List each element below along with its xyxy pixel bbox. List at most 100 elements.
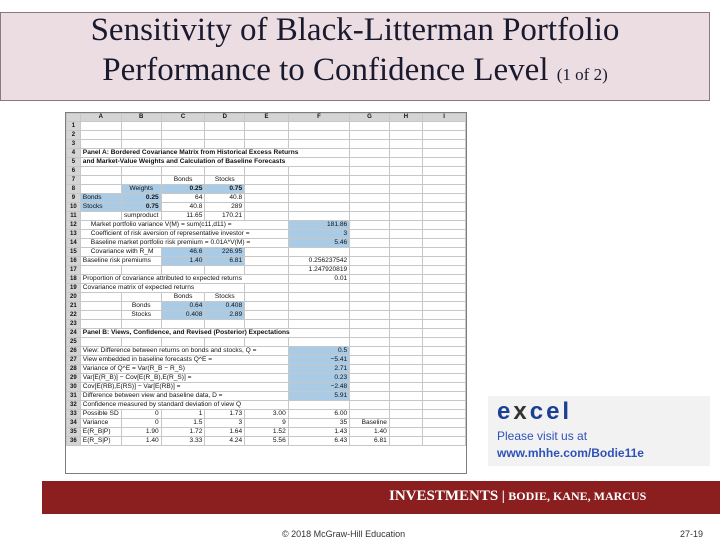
slide-title-main: Performance to Confidence Level [102,52,549,88]
row-number: 25 [66,337,81,347]
cell: 5.46 [287,238,351,248]
table-row: 32 Confidence measured by standard deviat… [66,400,466,410]
spreadsheet-grid: A B C D E F G H I 1 2 3 4 Panel A: Border… [66,113,466,446]
table-row: 23 [66,319,466,329]
cell: Covariance matrix of expected returns [79,283,246,293]
row-number: 35 [66,427,81,437]
cell: 5.91 [287,391,351,401]
row-number: 22 [66,310,81,320]
table-row: 21 Bonds 0.64 0.408 [66,301,466,311]
cell: Baseline [349,418,390,428]
cell: Bonds [160,292,206,302]
table-row: 34 Variance 0 1.5 3 9 35 Baseline [66,418,466,428]
cell: 3.33 [160,436,206,446]
table-row: 22 Stocks 0.408 2.89 [66,310,466,320]
cell: 64 [160,193,206,203]
row-number: 24 [66,328,81,338]
excel-url-link[interactable]: www.mhhe.com/Bodie11e [497,446,644,460]
table-row: 15 Covariance with R_M 46.6 226.95 [66,247,466,257]
row-number: 20 [66,292,81,302]
column-header-row: A B C D E F G H I [66,113,466,122]
column-header: B [120,113,162,122]
table-row: 20 Bonds Stocks [66,292,466,302]
table-row: 19 Covariance matrix of expected returns [66,283,466,293]
cell: Cov[E(RB),E(RS)] − Var[E(RB)] = [79,382,289,392]
column-header: E [244,113,289,122]
cell: 1.43 [287,427,351,437]
slide-title-part: (1 of 2) [556,65,608,84]
cell: 4.24 [204,436,246,446]
column-header: H [388,113,424,122]
row-number: 3 [66,139,81,149]
cell: View embedded in baseline forecasts Q^E … [79,355,289,365]
footer-separator: | [498,489,509,504]
cell: 6.00 [287,409,351,419]
cell: View: Difference between returns on bond… [79,346,289,356]
table-row: 30 Cov[E(RB),E(RS)] − Var[E(RB)] = −2.48 [66,382,466,392]
cell: −5.41 [287,355,351,365]
table-row: 29 Var[E(R_B)] − Cov[E(R_B),E(R_S)] = 0.23 [66,373,466,383]
cell: 0 [120,409,162,419]
cell: 1.5 [160,418,206,428]
cell: 1.52 [244,427,289,437]
table-row: 3 [66,139,466,149]
row-number: 23 [66,319,81,329]
cell: Market portfolio variance V(M) = sum(c11… [79,220,289,230]
column-header: C [160,113,206,122]
section-heading: Panel A: Bordered Covariance Matrix from… [79,148,351,158]
cell: 0.01 [287,274,351,284]
cell: 1.64 [204,427,246,437]
row-number: 26 [66,346,81,356]
table-row: 6 [66,166,466,176]
cell: Stocks [204,175,246,185]
table-row: 33 Possible SD 0 1 1.73 3.00 6.00 [66,409,466,419]
table-row: 7 Bonds Stocks [66,175,466,185]
row-number: 5 [66,157,81,167]
row-number: 36 [66,436,81,446]
excel-logo-x: x [513,398,530,425]
footer-text: INVESTMENTS | BODIE, KANE, MARCUS [389,488,646,505]
table-row: 5 and Market-Value Weights and Calculatio… [66,157,466,167]
table-row: 8 Weights 0.25 0.75 [66,184,466,194]
cell: 0.408 [160,310,206,320]
row-number: 27 [66,355,81,365]
table-row: 26 View: Difference between returns on bo… [66,346,466,356]
cell: Difference between view and baseline dat… [79,391,289,401]
row-number: 17 [66,265,81,275]
table-row: 25 [66,337,466,347]
cell: E(R_B|P) [79,427,122,437]
cell: Coefficient of risk aversion of represen… [79,229,289,239]
cell: Variance of Q^E = Var(R_B − R_S) [79,364,289,374]
cell: 35 [287,418,351,428]
cell: 1.90 [120,427,162,437]
table-row: 2 [66,130,466,140]
cell: 0.25 [120,193,162,203]
row-number: 29 [66,373,81,383]
cell: 5.56 [244,436,289,446]
slide-number: 27-19 [680,529,704,539]
row-number: 32 [66,400,81,410]
footer-brand: INVESTMENTS [389,488,499,504]
cell: 1.40 [160,256,206,266]
cell: Var[E(R_B)] − Cov[E(R_B),E(R_S)] = [79,373,289,383]
cell: Covariance with R_M [79,247,162,257]
cell: 1.40 [120,436,162,446]
table-row: 13 Coefficient of risk aversion of repres… [66,229,466,239]
cell: 2.89 [204,310,246,320]
table-row: 35 E(R_B|P) 1.90 1.72 1.64 1.52 1.43 1.40 [66,427,466,437]
table-row: 12 Market portfolio variance V(M) = sum(c… [66,220,466,230]
row-number: 12 [66,220,81,230]
cell: 40.8 [160,202,206,212]
table-row: 14 Baseline market portfolio risk premium… [66,238,466,248]
cell: Bonds [120,301,162,311]
cell: 40.8 [204,193,246,203]
table-row: 18 Proportion of covariance attributed to… [66,274,466,284]
cell: 170.21 [204,211,246,221]
table-row: 11 sumproduct 11.65 170.21 [66,211,466,221]
cell: 0.5 [287,346,351,356]
cell: 181.86 [287,220,351,230]
cell: 0.25 [160,184,206,194]
cell: 0.23 [287,373,351,383]
cell: 0.75 [120,202,162,212]
section-heading: Panel B: Views, Confidence, and Revised … [79,328,351,338]
